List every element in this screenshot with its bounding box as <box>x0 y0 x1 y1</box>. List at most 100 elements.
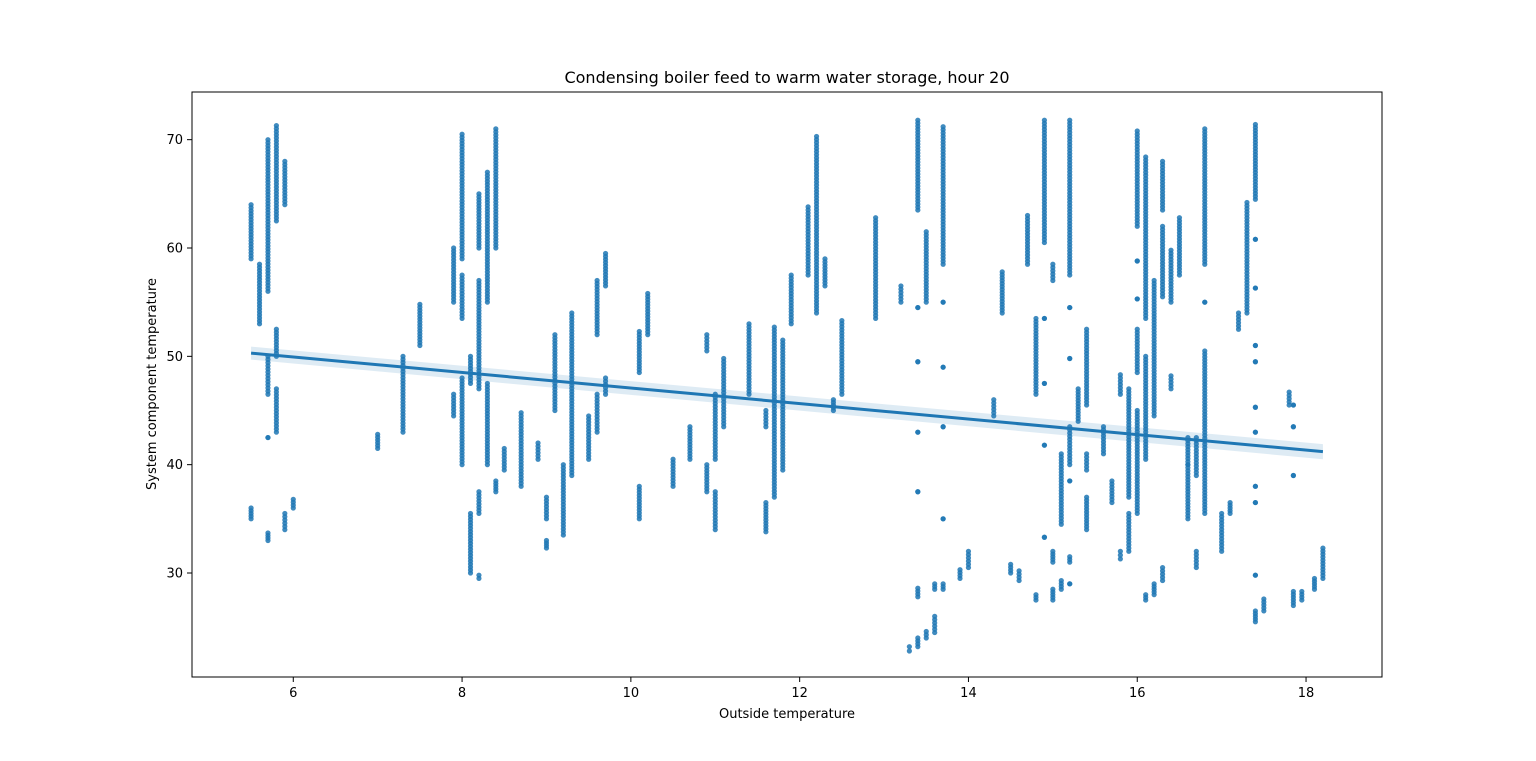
data-point <box>932 613 938 619</box>
data-point <box>915 635 921 641</box>
data-point <box>290 496 296 502</box>
data-point <box>1075 386 1081 392</box>
data-point <box>543 537 550 544</box>
data-point <box>906 648 912 654</box>
data-point <box>594 391 600 397</box>
data-point <box>484 169 490 175</box>
data-point <box>1252 572 1258 578</box>
data-point <box>1202 126 1208 132</box>
data-point <box>1050 548 1056 554</box>
data-point <box>1058 451 1064 457</box>
data-point <box>805 204 811 210</box>
data-point <box>1320 545 1326 551</box>
data-point <box>1126 386 1132 392</box>
data-point <box>1286 389 1292 395</box>
data-point <box>501 445 507 452</box>
regression-line-layer <box>250 351 1324 454</box>
data-point <box>493 126 499 132</box>
data-point <box>1084 326 1090 332</box>
data-point <box>771 324 777 330</box>
data-point <box>476 489 482 495</box>
data-point <box>940 581 946 587</box>
data-point <box>636 328 642 335</box>
data-point <box>451 245 457 251</box>
data-point <box>1252 404 1258 410</box>
data-point <box>1117 556 1123 562</box>
data-point <box>1084 494 1090 500</box>
y-tick-label: 70 <box>166 133 183 148</box>
data-point <box>1219 510 1225 517</box>
data-point <box>1290 402 1296 408</box>
data-point <box>763 499 769 506</box>
data-point <box>1252 608 1258 614</box>
data-point <box>1067 478 1073 484</box>
chart-title: Condensing boiler feed to warm water sto… <box>564 68 1009 87</box>
data-point <box>282 510 288 517</box>
data-point <box>1058 577 1064 584</box>
data-point <box>1252 285 1258 291</box>
data-point <box>1299 588 1305 595</box>
data-point <box>915 585 921 591</box>
data-point <box>256 261 263 267</box>
data-point <box>1202 348 1208 354</box>
data-point <box>1117 552 1123 558</box>
data-point <box>1008 561 1014 567</box>
data-point <box>543 494 550 500</box>
data-points-layer <box>248 117 1326 654</box>
data-point <box>273 386 279 392</box>
data-point <box>746 321 752 327</box>
data-point <box>1041 117 1048 123</box>
data-point <box>1024 212 1031 219</box>
data-point <box>915 429 921 435</box>
data-point <box>932 581 938 587</box>
data-point <box>1143 592 1149 598</box>
data-point <box>1252 499 1258 506</box>
data-point <box>1067 304 1073 311</box>
data-point <box>873 215 879 221</box>
data-point <box>1016 568 1022 574</box>
data-point <box>1041 315 1048 322</box>
data-point <box>1067 554 1073 560</box>
data-point <box>459 375 465 381</box>
data-point <box>1050 261 1056 267</box>
data-point <box>1041 442 1048 448</box>
data-point <box>1252 483 1258 489</box>
data-point <box>476 191 482 197</box>
data-point <box>282 158 288 164</box>
plot-frame <box>191 91 1383 678</box>
data-point <box>813 133 820 140</box>
data-point <box>535 440 541 446</box>
data-point <box>670 456 676 462</box>
data-point <box>1252 121 1258 128</box>
data-point <box>1176 215 1183 221</box>
x-tick-label: 16 <box>1129 686 1146 701</box>
data-point <box>965 548 972 554</box>
data-point <box>594 277 600 284</box>
data-point <box>1134 296 1140 302</box>
data-point <box>999 269 1005 275</box>
data-point <box>569 310 575 316</box>
data-point <box>687 424 693 430</box>
data-point <box>1100 424 1107 430</box>
data-point <box>923 229 929 235</box>
data-point <box>552 332 558 338</box>
data-point <box>459 272 465 278</box>
data-point <box>1143 353 1149 359</box>
data-point <box>1159 223 1166 229</box>
data-point <box>991 397 997 403</box>
data-point <box>1290 472 1296 479</box>
data-point <box>923 628 929 635</box>
data-point <box>1050 586 1056 592</box>
data-point <box>704 332 710 338</box>
data-point <box>940 424 946 430</box>
data-point <box>1067 355 1073 362</box>
data-point <box>1134 258 1140 264</box>
data-point <box>1261 596 1267 602</box>
data-point <box>273 326 279 332</box>
data-point <box>1168 247 1174 253</box>
data-point <box>1134 128 1140 134</box>
data-point <box>459 131 465 137</box>
data-point <box>467 353 474 359</box>
data-point <box>822 256 828 262</box>
